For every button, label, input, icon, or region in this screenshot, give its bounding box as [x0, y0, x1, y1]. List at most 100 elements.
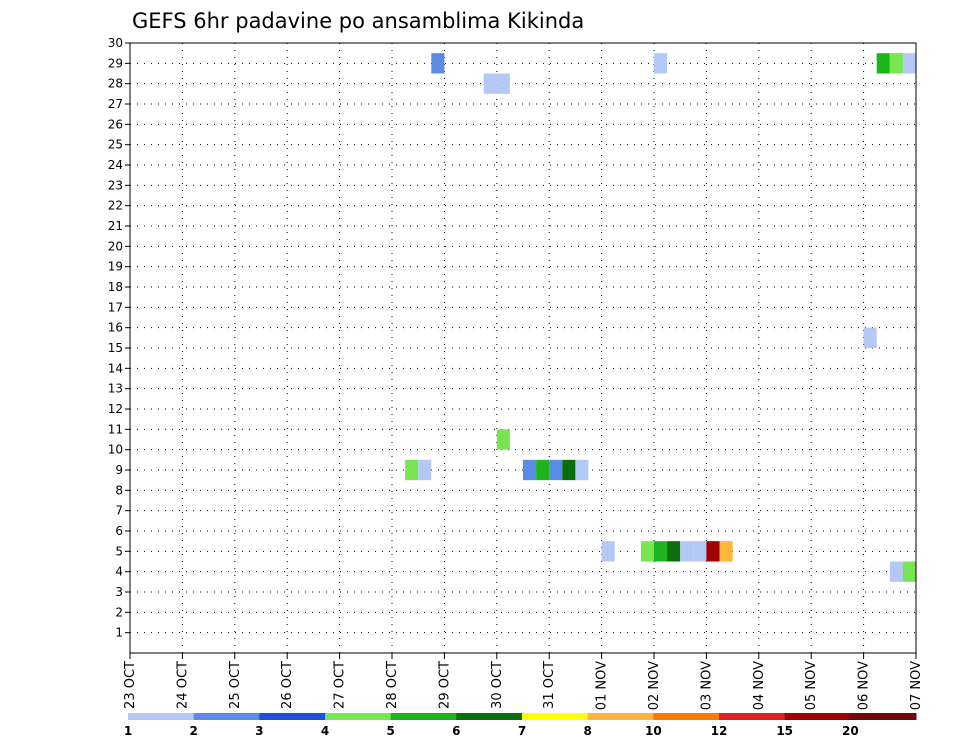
legend-swatch: [850, 713, 917, 720]
x-axis: 23 OCT 24 OCT 25 OCT 26 OCT 27 OCT 28 OCT 29 O…: [123, 653, 924, 710]
legend-swatch: [193, 713, 260, 720]
grid-lines: [130, 43, 916, 653]
x-tick-label: 23 OCT: [123, 661, 138, 709]
y-tick-label: 29: [108, 56, 123, 70]
y-tick-label: 21: [108, 219, 123, 233]
data-cell: [902, 561, 916, 582]
legend-label: 12: [711, 724, 728, 738]
y-tick-label: 19: [108, 260, 123, 274]
legend-swatch: [653, 713, 720, 720]
x-tick-label: 24 OCT: [175, 661, 190, 709]
data-cell: [706, 541, 720, 562]
data-cell: [640, 541, 654, 562]
data-cell: [902, 53, 916, 74]
x-tick-label: 01 NOV: [595, 661, 610, 710]
legend-swatch: [522, 713, 589, 720]
y-tick-label: 9: [115, 463, 123, 477]
data-cell: [536, 459, 550, 481]
data-cell: [876, 53, 890, 74]
legend-swatch: [325, 713, 392, 720]
data-cell: [575, 459, 589, 481]
data-cell: [693, 541, 707, 562]
y-tick-label: 6: [115, 524, 123, 538]
legend-label: 3: [255, 724, 263, 738]
color-legend: 1 2 3 4 5 6 7 8 10 12 15 20: [124, 713, 917, 738]
data-cell: [719, 541, 733, 562]
x-tick-label: 03 NOV: [699, 661, 714, 710]
y-tick-label: 4: [115, 565, 123, 579]
y-tick-label: 12: [108, 402, 123, 416]
y-tick-label: 13: [108, 382, 123, 396]
x-tick-label: 25 OCT: [228, 661, 243, 709]
y-tick-label: 22: [108, 199, 123, 213]
x-tick-label: 06 NOV: [857, 661, 872, 710]
legend-swatch: [259, 713, 326, 720]
y-tick-label: 1: [115, 626, 123, 640]
legend-label: 2: [189, 724, 197, 738]
data-cell: [654, 541, 668, 562]
data-cell: [496, 73, 510, 94]
legend-label: 15: [776, 724, 793, 738]
data-cell: [889, 561, 903, 582]
x-tick-label: 07 NOV: [909, 661, 924, 710]
legend-label: 1: [124, 724, 132, 738]
data-cell: [680, 541, 694, 562]
legend-label: 7: [518, 724, 526, 738]
chart-title: GEFS 6hr padavine po ansamblima Kikinda: [132, 9, 584, 33]
y-tick-label: 30: [108, 36, 123, 50]
data-cell: [405, 459, 419, 481]
y-tick-label: 7: [115, 504, 123, 518]
data-cell: [863, 327, 877, 348]
y-tick-label: 5: [115, 544, 123, 558]
data-cells: [405, 53, 916, 582]
legend-label: 4: [321, 724, 329, 738]
x-tick-label: 26 OCT: [280, 661, 295, 709]
data-cell: [496, 429, 510, 450]
y-tick-label: 16: [108, 321, 123, 335]
legend-swatch: [128, 713, 195, 720]
legend-swatch: [390, 713, 457, 720]
x-tick-label: 31 OCT: [542, 661, 557, 709]
y-tick-label: 10: [108, 443, 123, 457]
y-tick-label: 14: [108, 361, 123, 375]
data-cell: [523, 459, 537, 481]
y-tick-label: 25: [108, 138, 123, 152]
data-cell: [431, 53, 445, 74]
legend-swatch: [784, 713, 851, 720]
x-tick-label: 27 OCT: [333, 661, 348, 709]
y-tick-label: 23: [108, 178, 123, 192]
y-tick-label: 24: [108, 158, 123, 172]
legend-swatch: [456, 713, 523, 720]
x-tick-label: 05 NOV: [804, 661, 819, 710]
y-tick-label: 18: [108, 280, 123, 294]
y-tick-label: 3: [115, 585, 123, 599]
y-tick-label: 28: [108, 77, 123, 91]
y-tick-label: 11: [108, 422, 123, 436]
y-tick-label: 17: [108, 300, 123, 314]
data-cell: [889, 53, 903, 74]
legend-label: 20: [842, 724, 859, 738]
legend-swatch: [719, 713, 786, 720]
x-tick-label: 04 NOV: [752, 661, 767, 710]
y-tick-label: 2: [115, 605, 123, 619]
legend-label: 10: [645, 724, 662, 738]
data-cell: [667, 541, 681, 562]
data-cell: [418, 459, 432, 481]
x-tick-label: 28 OCT: [385, 661, 400, 709]
x-tick-label: 02 NOV: [647, 661, 662, 710]
y-tick-label: 26: [108, 117, 123, 131]
data-cell: [483, 73, 497, 94]
y-axis: 1234567891011121314151617181920212223242…: [108, 36, 130, 640]
data-cell: [549, 459, 563, 481]
y-tick-label: 27: [108, 97, 123, 111]
legend-swatch: [587, 713, 654, 720]
data-cell: [654, 53, 668, 74]
x-tick-label: 29 OCT: [437, 661, 452, 709]
y-tick-label: 8: [115, 483, 123, 497]
data-cell: [562, 459, 576, 481]
x-tick-label: 30 OCT: [490, 661, 505, 709]
legend-label: 6: [452, 724, 460, 738]
legend-label: 5: [386, 724, 394, 738]
y-tick-label: 15: [108, 341, 123, 355]
